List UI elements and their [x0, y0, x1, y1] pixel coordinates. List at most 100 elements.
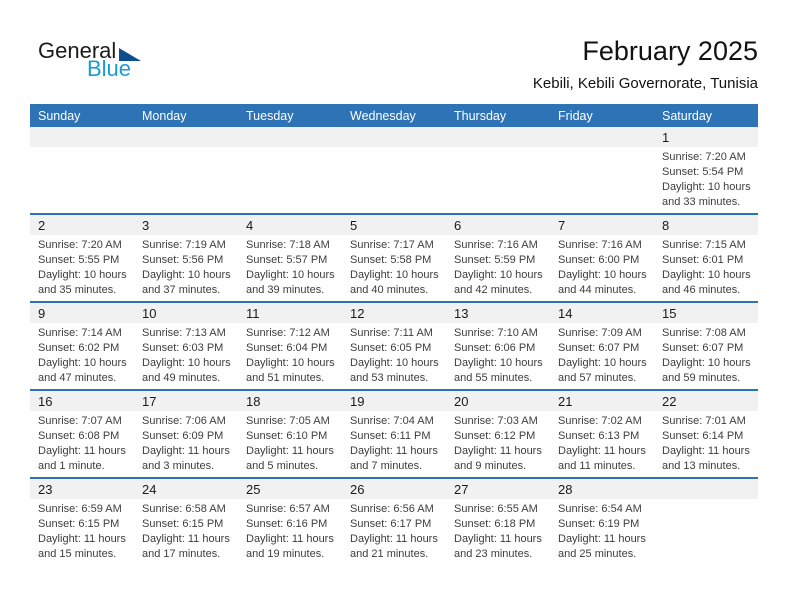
sunset-text: Sunset: 6:11 PM — [350, 430, 431, 442]
sunset-text: Sunset: 5:57 PM — [246, 254, 328, 266]
logo-text-blue: Blue — [87, 56, 132, 81]
daylight-text: Daylight: 10 hours and 37 minutes. — [142, 269, 231, 296]
sunrise-text: Sunrise: 7:02 AM — [558, 415, 642, 427]
day-number-15: 15 — [662, 305, 677, 321]
daylight-text: Daylight: 10 hours and 53 minutes. — [350, 357, 439, 384]
day-cell-4: Sunrise: 7:18 AM Sunset: 5:57 PM Daylight:… — [238, 235, 342, 301]
sunrise-text: Sunrise: 7:08 AM — [662, 327, 746, 339]
day-number-25: 25 — [246, 481, 261, 497]
sunset-text: Sunset: 5:59 PM — [454, 254, 536, 266]
date-number-stripe: 16 17 18 19 20 21 22 — [30, 391, 758, 411]
month-title: February 2025 — [582, 36, 758, 66]
day-number-22: 22 — [662, 393, 677, 409]
day-header-friday: Friday — [558, 108, 593, 123]
daylight-text: Daylight: 11 hours and 15 minutes. — [38, 533, 126, 560]
day-number-13: 13 — [454, 305, 469, 321]
day-number-2: 2 — [38, 217, 46, 233]
day-number-3: 3 — [142, 217, 150, 233]
day-number-23: 23 — [38, 481, 53, 497]
daylight-text: Daylight: 10 hours and 39 minutes. — [246, 269, 335, 296]
day-number-19: 19 — [350, 393, 365, 409]
sunrise-text: Sunrise: 7:19 AM — [142, 239, 226, 251]
general-blue-logo: General Blue — [38, 38, 142, 81]
daylight-text: Daylight: 11 hours and 1 minute. — [38, 445, 126, 472]
sunset-text: Sunset: 6:08 PM — [38, 430, 120, 442]
day-number-9: 9 — [38, 305, 46, 321]
day-cell-25: Sunrise: 6:57 AM Sunset: 6:16 PM Daylight:… — [238, 499, 342, 565]
day-cell-6: Sunrise: 7:16 AM Sunset: 5:59 PM Daylight:… — [446, 235, 550, 301]
sunset-text: Sunset: 6:15 PM — [142, 518, 224, 530]
day-cell-20: Sunrise: 7:03 AM Sunset: 6:12 PM Daylight:… — [446, 411, 550, 477]
daylight-text: Daylight: 11 hours and 21 minutes. — [350, 533, 438, 560]
date-number-stripe: 23 24 25 26 27 28 — [30, 479, 758, 499]
sunrise-text: Sunrise: 7:17 AM — [350, 239, 434, 251]
daylight-text: Daylight: 11 hours and 3 minutes. — [142, 445, 230, 472]
day-cell-8: Sunrise: 7:15 AM Sunset: 6:01 PM Daylight:… — [654, 235, 758, 301]
day-number-26: 26 — [350, 481, 365, 497]
day-number-18: 18 — [246, 393, 261, 409]
sunrise-text: Sunrise: 7:15 AM — [662, 239, 746, 251]
daylight-text: Daylight: 10 hours and 59 minutes. — [662, 357, 751, 384]
sunrise-text: Sunrise: 7:12 AM — [246, 327, 330, 339]
sunset-text: Sunset: 6:17 PM — [350, 518, 432, 530]
sunset-text: Sunset: 6:02 PM — [38, 342, 120, 354]
day-of-week-header-row: Sunday Monday Tuesday Wednesday Thursday Frid… — [30, 104, 758, 127]
calendar-header: February 2025 Kebili, Kebili Governorate… — [533, 36, 758, 92]
daylight-text: Daylight: 10 hours and 49 minutes. — [142, 357, 231, 384]
sunrise-text: Sunrise: 7:01 AM — [662, 415, 746, 427]
sunrise-text: Sunrise: 7:05 AM — [246, 415, 330, 427]
sunset-text: Sunset: 5:58 PM — [350, 254, 432, 266]
sunrise-text: Sunrise: 7:11 AM — [350, 327, 433, 339]
sunset-text: Sunset: 6:14 PM — [662, 430, 744, 442]
daylight-text: Daylight: 10 hours and 33 minutes. — [662, 181, 751, 208]
day-number-12: 12 — [350, 305, 365, 321]
date-number-stripe: 9 10 11 12 13 14 15 — [30, 303, 758, 323]
daylight-text: Daylight: 11 hours and 13 minutes. — [662, 445, 750, 472]
calendar-grid: Sunday Monday Tuesday Wednesday Thursday Frid… — [30, 104, 758, 565]
empty-day-cell — [134, 147, 238, 213]
week-row-2: 2 3 4 5 6 7 8 Sunrise: 7:20 AM Sunset: 5:55 PM Da… — [30, 213, 758, 301]
day-number-1: 1 — [662, 129, 670, 145]
calendar-weeks: 1 Sunrise: 7:20 AM Sunset: 5:54 PM Daylight… — [30, 127, 758, 565]
day-cell-24: Sunrise: 6:58 AM Sunset: 6:15 PM Daylight:… — [134, 499, 238, 565]
week-row-1: 1 Sunrise: 7:20 AM Sunset: 5:54 PM Daylight… — [30, 127, 758, 213]
day-info-row: Sunrise: 7:20 AM Sunset: 5:54 PM Daylight:… — [30, 147, 758, 213]
sunset-text: Sunset: 6:09 PM — [142, 430, 224, 442]
sunrise-text: Sunrise: 7:07 AM — [38, 415, 122, 427]
daylight-text: Daylight: 11 hours and 5 minutes. — [246, 445, 334, 472]
sunrise-text: Sunrise: 6:57 AM — [246, 503, 330, 515]
sunset-text: Sunset: 5:55 PM — [38, 254, 120, 266]
daylight-text: Daylight: 10 hours and 44 minutes. — [558, 269, 647, 296]
sunrise-text: Sunrise: 7:03 AM — [454, 415, 538, 427]
sunset-text: Sunset: 6:03 PM — [142, 342, 224, 354]
sunset-text: Sunset: 6:05 PM — [350, 342, 432, 354]
day-number-7: 7 — [558, 217, 566, 233]
day-header-wednesday: Wednesday — [350, 108, 416, 123]
day-cell-11: Sunrise: 7:12 AM Sunset: 6:04 PM Daylight:… — [238, 323, 342, 389]
daylight-text: Daylight: 11 hours and 23 minutes. — [454, 533, 542, 560]
day-number-20: 20 — [454, 393, 469, 409]
sunrise-text: Sunrise: 6:59 AM — [38, 503, 122, 515]
sunrise-text: Sunrise: 7:16 AM — [454, 239, 538, 251]
daylight-text: Daylight: 10 hours and 42 minutes. — [454, 269, 543, 296]
day-cell-12: Sunrise: 7:11 AM Sunset: 6:05 PM Daylight:… — [342, 323, 446, 389]
daylight-text: Daylight: 11 hours and 11 minutes. — [558, 445, 646, 472]
daylight-text: Daylight: 11 hours and 25 minutes. — [558, 533, 646, 560]
day-cell-3: Sunrise: 7:19 AM Sunset: 5:56 PM Daylight:… — [134, 235, 238, 301]
sunset-text: Sunset: 5:54 PM — [662, 166, 744, 178]
week-row-5: 23 24 25 26 27 28 Sunrise: 6:59 AM Sunset: 6:15… — [30, 477, 758, 565]
sunrise-text: Sunrise: 7:06 AM — [142, 415, 226, 427]
day-info-row: Sunrise: 7:07 AM Sunset: 6:08 PM Daylight:… — [30, 411, 758, 477]
sunrise-text: Sunrise: 6:54 AM — [558, 503, 642, 515]
week-row-3: 9 10 11 12 13 14 15 Sunrise: 7:14 AM Sunset: 6:0… — [30, 301, 758, 389]
empty-day-cell — [342, 147, 446, 213]
logo-text-general: General — [38, 38, 117, 63]
day-cell-28: Sunrise: 6:54 AM Sunset: 6:19 PM Daylight:… — [550, 499, 654, 565]
day-cell-5: Sunrise: 7:17 AM Sunset: 5:58 PM Daylight:… — [342, 235, 446, 301]
day-number-8: 8 — [662, 217, 670, 233]
sunset-text: Sunset: 6:18 PM — [454, 518, 536, 530]
sunset-text: Sunset: 6:07 PM — [558, 342, 640, 354]
daylight-text: Daylight: 10 hours and 35 minutes. — [38, 269, 127, 296]
sunrise-text: Sunrise: 7:13 AM — [142, 327, 226, 339]
day-cell-23: Sunrise: 6:59 AM Sunset: 6:15 PM Daylight:… — [30, 499, 134, 565]
